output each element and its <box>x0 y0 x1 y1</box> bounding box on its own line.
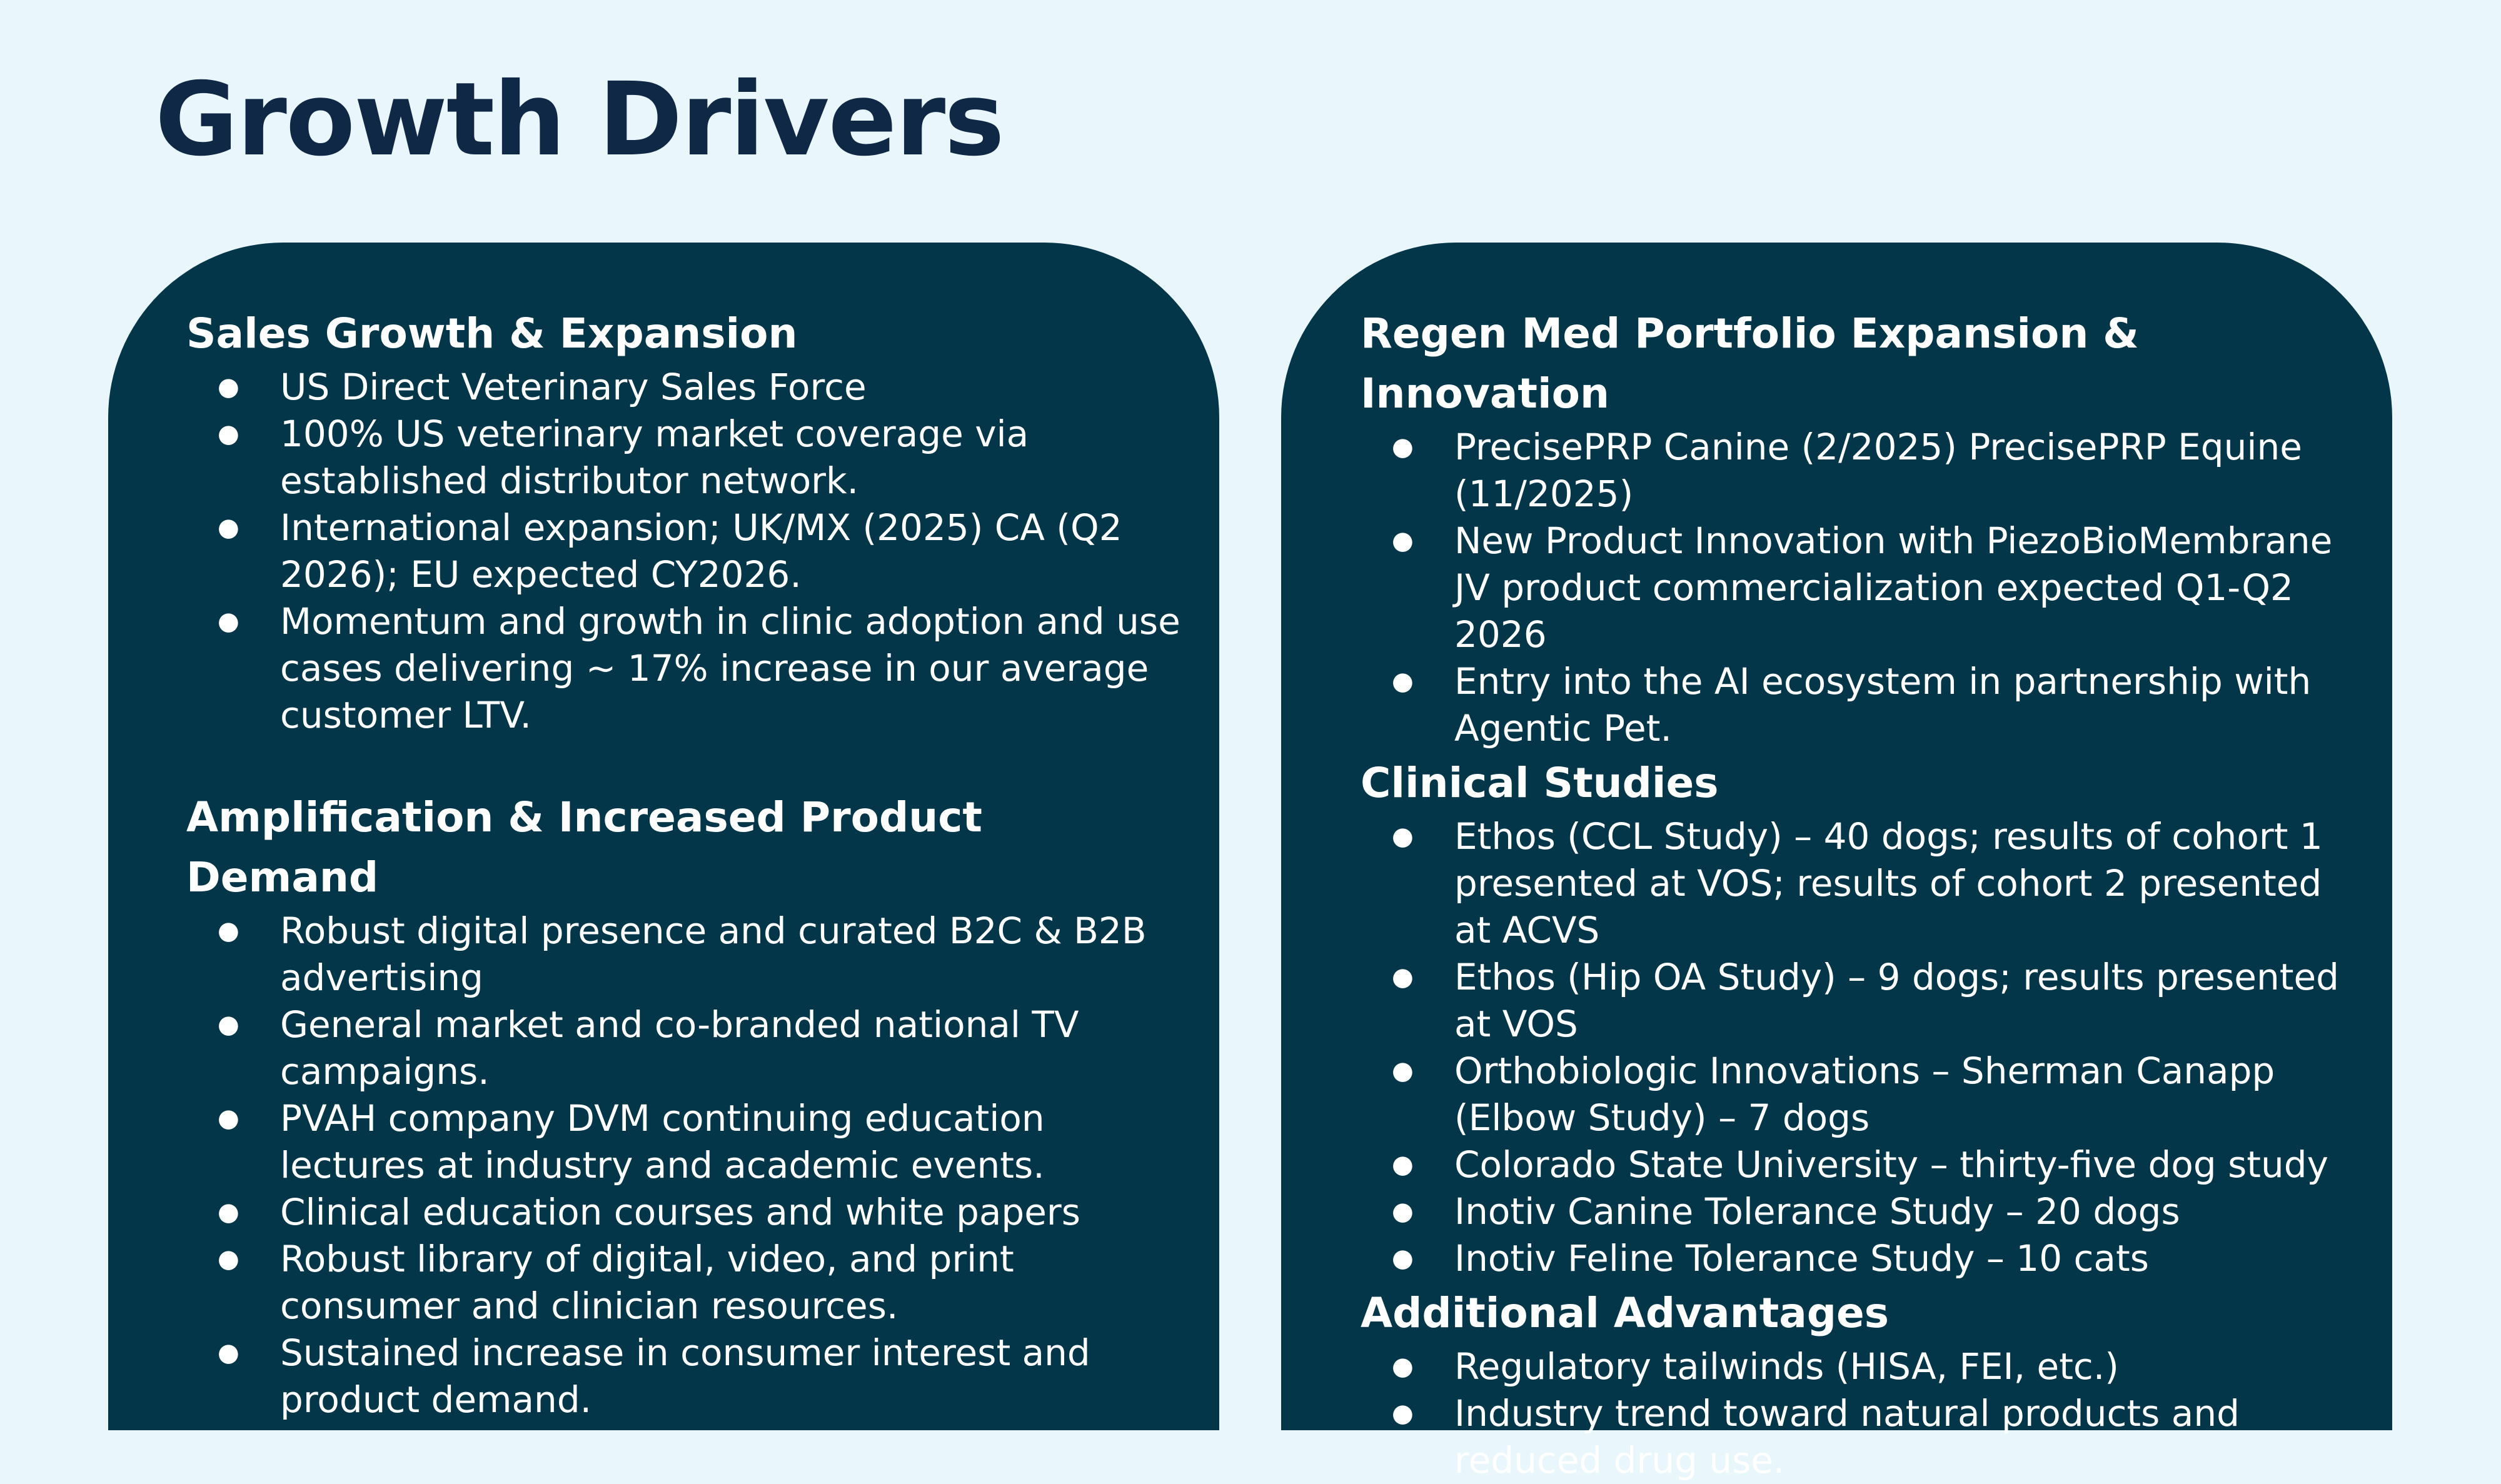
section-heading: Sales Growth & Expansion <box>186 309 798 358</box>
list-item: PrecisePRP Canine (2/2025) PrecisePRP Eq… <box>1361 424 2355 518</box>
list-item: International expansion; UK/MX (2025) CA… <box>186 504 1182 598</box>
portfolio-and-studies-card: Regen Med Portfolio Expansion & Innovati… <box>1281 243 2392 1481</box>
section-heading: Additional Advantages <box>1361 1289 1890 1337</box>
list-item: Orthobiologic Innovations – Sherman Cana… <box>1361 1048 2355 1141</box>
list-item: General market and co-branded national T… <box>186 1001 1182 1095</box>
list-item: Clinical education courses and white pap… <box>186 1189 1182 1236</box>
list-item: Ethos (Hip OA Study) – 9 dogs; results p… <box>1361 954 2355 1048</box>
bullet-list: Robust digital presence and curated B2C … <box>186 908 1182 1423</box>
sales-and-demand-card: Sales Growth & Expansion US Direct Veter… <box>108 243 1219 1430</box>
list-item: Sustained increase in consumer interest … <box>186 1330 1182 1423</box>
bullet-list: PrecisePRP Canine (2/2025) PrecisePRP Eq… <box>1361 424 2355 752</box>
list-item: PVAH company DVM continuing education le… <box>186 1095 1182 1189</box>
regen-med-section: Regen Med Portfolio Expansion & Innovati… <box>1361 304 2355 752</box>
list-item: 100% US veterinary market coverage via e… <box>186 411 1182 504</box>
list-item: Robust library of digital, video, and pr… <box>186 1236 1182 1330</box>
list-item: Colorado State University – thirty-five … <box>1361 1141 2355 1188</box>
list-item: Regulatory tailwinds (HISA, FEI, etc.) <box>1361 1343 2355 1390</box>
list-item: Inotiv Canine Tolerance Study – 20 dogs <box>1361 1188 2355 1235</box>
sales-growth-section: Sales Growth & Expansion US Direct Veter… <box>186 304 1182 739</box>
list-item: US Direct Veterinary Sales Force <box>186 364 1182 411</box>
additional-advantages-section: Additional Advantages Regulatory tailwin… <box>1361 1283 2355 1484</box>
amplification-section: Amplification & Increased Product Demand… <box>186 788 1182 1423</box>
list-item: Entry into the AI ecosystem in partnersh… <box>1361 658 2355 752</box>
clinical-studies-section: Clinical Studies Ethos (CCL Study) – 40 … <box>1361 753 2355 1282</box>
bullet-list: US Direct Veterinary Sales Force 100% US… <box>186 364 1182 739</box>
page-title: Growth Drivers <box>155 61 1005 179</box>
list-item: Industry trend toward natural products a… <box>1361 1390 2355 1484</box>
section-heading: Regen Med Portfolio Expansion & Innovati… <box>1361 309 2139 418</box>
section-heading: Clinical Studies <box>1361 759 1719 807</box>
list-item: Robust digital presence and curated B2C … <box>186 908 1182 1001</box>
list-item: Inotiv Feline Tolerance Study – 10 cats <box>1361 1235 2355 1282</box>
bullet-list: Ethos (CCL Study) – 40 dogs; results of … <box>1361 813 2355 1282</box>
section-heading: Amplification & Increased Product Demand <box>186 793 982 901</box>
bullet-list: Regulatory tailwinds (HISA, FEI, etc.) I… <box>1361 1343 2355 1484</box>
list-item: New Product Innovation with PiezoBioMemb… <box>1361 518 2355 658</box>
list-item: Momentum and growth in clinic adoption a… <box>186 598 1182 739</box>
list-item: Ethos (CCL Study) – 40 dogs; results of … <box>1361 813 2355 954</box>
